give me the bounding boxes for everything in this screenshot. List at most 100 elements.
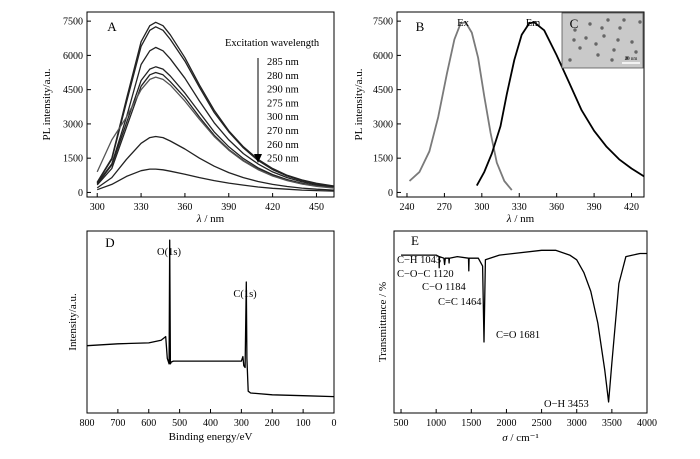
panel-c-particle: [634, 50, 638, 54]
panel-e-letter: E: [411, 233, 419, 248]
panel-c-particle: [622, 18, 626, 22]
panel-a-ytick-label: 1500: [63, 154, 83, 165]
panel-a-ylabel: PL intensity/a.u.: [41, 68, 53, 140]
panel-a-ytick-label: 3000: [63, 119, 83, 130]
panel-d-xtick-label: 800: [80, 418, 95, 429]
panel-c-particle: [568, 58, 572, 62]
panel-a-legend-entry: 300 nm: [267, 112, 299, 123]
panel-d-xtick-label: 400: [203, 418, 218, 429]
panel-a-ytick-label: 7500: [63, 17, 83, 28]
panel-e-xtick-label: 1500: [461, 418, 481, 429]
panel-d-xtick-label: 700: [110, 418, 125, 429]
panel-d-letter: D: [105, 235, 114, 250]
panel-a-series-line: [96, 168, 335, 192]
panel-a-xtick-label: 390: [221, 202, 236, 213]
panel-b-ylabel: PL intensity/a.u.: [353, 68, 365, 140]
panel-c-particle: [594, 42, 598, 46]
panel-b-xlabel: λ / nm: [506, 213, 535, 225]
panel-e-xtick-label: 2500: [532, 418, 552, 429]
panel-b-ytick-label: 0: [388, 188, 393, 199]
panel-a-excitation-arrow-head: [254, 154, 262, 163]
panel-a-letter: A: [107, 19, 117, 34]
panel-a-legend-entry: 280 nm: [267, 71, 299, 82]
panel-e-xtick-label: 4000: [637, 418, 657, 429]
panel-e-ftir-line: [401, 249, 647, 403]
panel-b-ytick-label: 7500: [373, 17, 393, 28]
panel-d-xtick-label: 100: [296, 418, 311, 429]
panel-d-xlabel: Binding energy/eV: [169, 431, 253, 443]
panel-a-legend-entry: 250 nm: [267, 154, 299, 165]
panel-c-particle: [584, 36, 588, 40]
panel-b-ytick-label: 3000: [373, 119, 393, 130]
panel-a-series-line: [96, 76, 335, 189]
panel-e-peak-label: C−O 1184: [422, 282, 466, 293]
panel-a-legend-entry: 275 nm: [267, 98, 299, 109]
panel-d-ylabel: Intensity/a.u.: [67, 293, 79, 351]
panel-b-em-line: [476, 21, 645, 187]
panel-b-ex-label: Ex: [457, 18, 469, 29]
panel-a-frame: [86, 11, 335, 198]
panel-c-particle: [618, 26, 622, 30]
panel-a-xlabel-symbol: λ: [196, 213, 202, 225]
panel-e-frame: [393, 230, 648, 414]
panel-b-xtick-label: 240: [399, 202, 414, 213]
panel-b-xtick-label: 330: [512, 202, 527, 213]
panel-a-legend-entry: 290 nm: [267, 85, 299, 96]
panel-e-peak-label: C−O−C 1120: [397, 269, 454, 280]
panel-c-particle: [578, 46, 582, 50]
panel-a-xtick-label: 330: [134, 202, 149, 213]
panel-a-legend-entry: 270 nm: [267, 126, 299, 137]
panel-c-particle: [612, 48, 616, 52]
panel-d-xtick-label: 0: [332, 418, 337, 429]
panel-a-ytick-label: 0: [78, 188, 83, 199]
panel-b-ytick-label: 4500: [373, 85, 393, 96]
panel-e-xtick-label: 3500: [602, 418, 622, 429]
panel-a-ytick-label: 4500: [63, 85, 83, 96]
panel-d-xtick-label: 200: [265, 418, 280, 429]
panel-b-letter: B: [416, 19, 425, 34]
panel-a-xtick-label: 420: [265, 202, 280, 213]
panel-e-peak-label: C−H 1043: [397, 255, 441, 266]
panel-e-xlabel-unit: / cm⁻¹: [508, 432, 539, 444]
panel-c-particle: [606, 18, 610, 22]
panel-d-xtick-label: 300: [234, 418, 249, 429]
panel-a-legend-title: Excitation wavelength: [225, 38, 320, 49]
panel-b-xtick-label: 300: [474, 202, 489, 213]
panel-a-series-line: [96, 135, 335, 191]
panel-c-particle: [600, 26, 604, 30]
panel-d-xps-line: [86, 239, 335, 398]
panel-a-series-line: [96, 66, 335, 189]
panel-c-letter: C: [570, 16, 579, 31]
panel-c-scale-text: 20 nm: [625, 57, 638, 62]
panel-d-c1s-label: C(1s): [233, 289, 257, 300]
panel-c-particle: [602, 34, 606, 38]
panel-b-em-label: Em: [526, 18, 541, 29]
panel-e-xlabel: σ / cm⁻¹: [502, 432, 539, 444]
panel-c-particle: [630, 40, 634, 44]
panel-b-xtick-label: 390: [587, 202, 602, 213]
panel-b-ytick-label: 6000: [373, 51, 393, 62]
panel-b-xlabel-unit: / nm: [512, 213, 535, 225]
panel-c-particle: [638, 20, 642, 24]
panel-c-particle: [596, 53, 600, 57]
panel-e-peak-label: C=O 1681: [496, 330, 540, 341]
panel-c-particle: [616, 38, 620, 42]
panel-b-xlabel-symbol: λ: [506, 213, 512, 225]
panel-c-particle: [610, 58, 614, 62]
panel-e-xtick-label: 500: [394, 418, 409, 429]
panel-a-xtick-label: 300: [90, 202, 105, 213]
panel-e-xtick-label: 2000: [496, 418, 516, 429]
panel-e-peak-label: C=C 1464: [438, 297, 482, 308]
panel-c-particle: [572, 38, 576, 42]
panel-d-o1s-label: O(1s): [157, 247, 181, 258]
panel-c-particle: [588, 22, 592, 26]
panel-a-xtick-label: 450: [309, 202, 324, 213]
panel-b-ex-line: [408, 21, 513, 191]
panel-e-xtick-label: 1000: [426, 418, 446, 429]
panel-b-ytick-label: 1500: [373, 154, 393, 165]
panel-a-series-line: [96, 26, 335, 187]
panel-a-series-line: [96, 46, 335, 188]
panel-b-xtick-label: 420: [624, 202, 639, 213]
panel-a-ytick-label: 6000: [63, 51, 83, 62]
panel-b-xtick-label: 360: [549, 202, 564, 213]
